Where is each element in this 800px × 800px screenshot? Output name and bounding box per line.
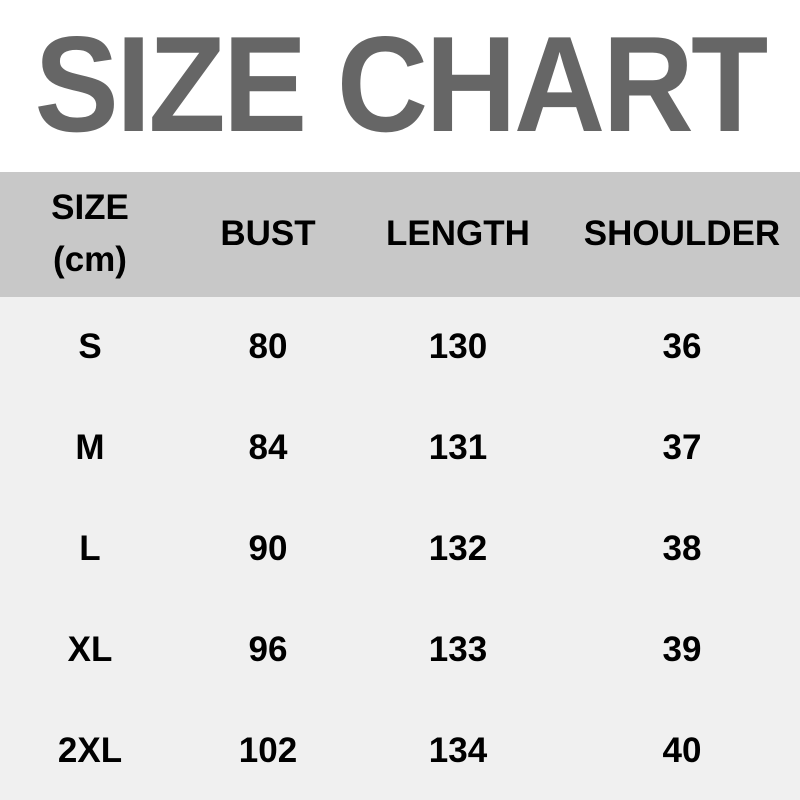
cell-size: L (79, 529, 101, 568)
header-size-label: SIZE (51, 188, 129, 227)
cell-shoulder: 38 (662, 529, 702, 568)
cell-bust: 96 (248, 630, 288, 669)
table-body: S 80 130 36 M 84 131 37 L 90 132 38 XL 96 133 39 2XL 102 1… (0, 297, 800, 800)
header-size-unit: (cm) (53, 240, 127, 279)
cell-bust: 90 (248, 529, 288, 568)
cell-shoulder: 39 (662, 630, 702, 669)
cell-size: M (75, 428, 105, 467)
header-shoulder: SHOULDER (583, 214, 781, 253)
cell-length: 133 (428, 630, 488, 669)
cell-size: S (78, 327, 102, 366)
header-size: SIZE (cm) (51, 182, 129, 286)
header-length: LENGTH (386, 214, 530, 253)
cell-bust: 102 (238, 731, 298, 770)
cell-size: 2XL (57, 731, 123, 770)
cell-size: XL (67, 630, 113, 669)
cell-length: 131 (428, 428, 488, 467)
cell-length: 130 (428, 327, 488, 366)
cell-length: 132 (428, 529, 488, 568)
cell-length: 134 (428, 731, 488, 770)
cell-bust: 84 (248, 428, 288, 467)
header-bust: BUST (220, 214, 316, 253)
cell-shoulder: 36 (662, 327, 702, 366)
cell-shoulder: 37 (662, 428, 702, 467)
table-header: SIZE (cm) BUST LENGTH SHOULDER (0, 172, 800, 297)
cell-bust: 80 (248, 327, 288, 366)
cell-shoulder: 40 (662, 731, 702, 770)
page-title: SIZE CHART (34, 8, 769, 160)
